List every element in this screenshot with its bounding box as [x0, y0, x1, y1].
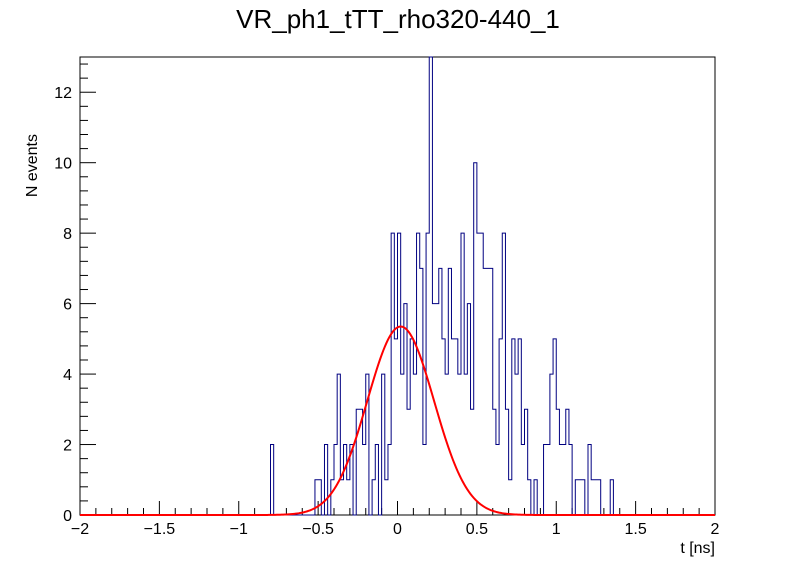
x-tick-label: −1.5: [144, 521, 176, 538]
histogram-series: [80, 56, 715, 516]
y-tick-label: 0: [63, 508, 72, 525]
x-tick-label: −1: [230, 521, 248, 538]
chart-title: VR_ph1_tTT_rho320-440_1: [236, 4, 560, 34]
x-tick-label: −2: [71, 521, 89, 538]
x-tick-label: 1: [552, 521, 561, 538]
x-tick-label: 0: [393, 521, 402, 538]
y-axis-label: N events: [24, 134, 41, 197]
y-tick-label: 2: [63, 438, 72, 455]
y-tick-label: 4: [63, 367, 72, 384]
gaussian-fit-line: [80, 325, 715, 516]
x-axis-label: t [ns]: [680, 540, 715, 557]
x-tick-label: 1.5: [625, 521, 647, 538]
y-tick-label: 12: [54, 85, 72, 102]
y-tick-label: 6: [63, 297, 72, 314]
x-tick-label: 0.5: [466, 521, 488, 538]
x-tick-label: 2: [711, 521, 720, 538]
y-tick-label: 8: [63, 226, 72, 243]
x-tick-label: −0.5: [302, 521, 334, 538]
y-tick-label: 10: [54, 156, 72, 173]
